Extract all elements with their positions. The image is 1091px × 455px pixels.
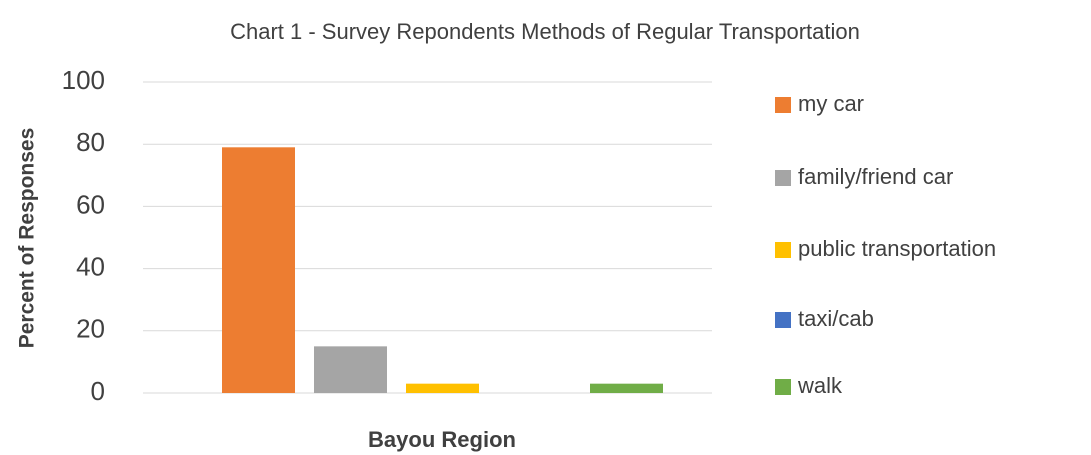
legend-swatch: [775, 242, 791, 258]
legend-swatch: [775, 97, 791, 113]
x-axis-label: Bayou Region: [368, 427, 516, 452]
legend-label: taxi/cab: [798, 306, 874, 331]
legend-swatch: [775, 379, 791, 395]
bar: [590, 383, 663, 393]
legend-label: public transportation: [798, 236, 996, 261]
y-axis-label: Percent of Responses: [16, 128, 39, 349]
y-tick-label: 100: [62, 65, 105, 95]
y-tick-label: 80: [76, 127, 105, 157]
legend-label: family/friend car: [798, 164, 953, 189]
legend-swatch: [775, 170, 791, 186]
legend-label: my car: [798, 91, 864, 116]
legend-swatch: [775, 312, 791, 328]
bar: [406, 383, 479, 393]
bar: [314, 346, 387, 393]
legend-label: walk: [797, 373, 843, 398]
bar: [222, 147, 295, 393]
y-tick-label: 60: [76, 189, 105, 219]
y-tick-label: 40: [76, 251, 105, 281]
chart-title: Chart 1 - Survey Repondents Methods of R…: [230, 19, 860, 44]
y-tick-label: 0: [91, 376, 105, 406]
y-tick-label: 20: [76, 314, 105, 344]
